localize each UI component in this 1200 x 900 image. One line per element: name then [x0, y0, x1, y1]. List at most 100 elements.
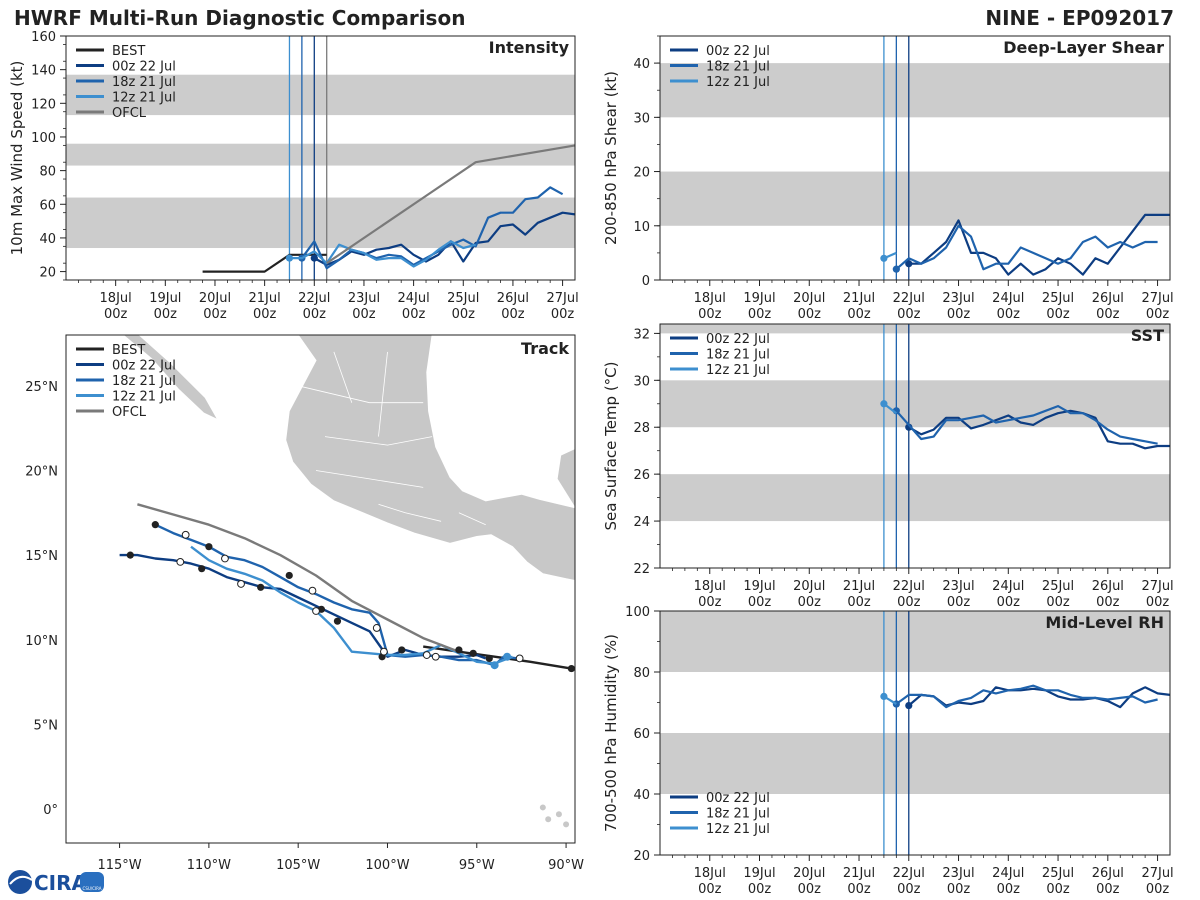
intensity-legend-label: 00z 22 Jul — [112, 60, 176, 75]
cira-logo: CIRA CSU/CIRA — [8, 870, 104, 895]
track-marker-open — [431, 652, 440, 661]
intensity-xtick-label: 19Jul — [149, 291, 181, 306]
intensity-ytick-label: 140 — [31, 64, 56, 79]
sst-xtick-label-sub: 00z — [1096, 595, 1120, 610]
figure-title: HWRF Multi-Run Diagnostic Comparison — [14, 6, 465, 30]
track-legend-label: BEST — [112, 343, 145, 358]
intensity-band — [66, 143, 575, 166]
rh-xtick-label: 25Jul — [1042, 866, 1074, 881]
sst-legend-label: 12z 21 Jul — [706, 363, 770, 378]
track-ytick-label: 0° — [43, 803, 58, 818]
rh-ylabel: 700-500 hPa Humidity (%) — [602, 634, 620, 832]
track-marker-filled — [469, 649, 477, 657]
track-island — [563, 821, 570, 828]
rh-init-point — [905, 701, 913, 710]
track-title: Track — [521, 339, 569, 358]
rh-xtick-label: 27Jul — [1141, 866, 1173, 881]
intensity-ytick-label: 20 — [39, 266, 56, 281]
logo-swirl-icon — [9, 875, 33, 885]
rh-xtick-label-sub: 00z — [1146, 882, 1170, 897]
shear-xtick-label-sub: 00z — [897, 307, 921, 322]
sst-background — [660, 324, 1170, 568]
rh-title: Mid-Level RH — [1045, 613, 1164, 632]
intensity-xtick-label: 20Jul — [199, 291, 231, 306]
intensity-xtick-label: 24Jul — [397, 291, 429, 306]
sst-init-point — [880, 400, 888, 408]
shear-xtick-label: 26Jul — [1092, 291, 1124, 306]
track-marker-filled — [567, 664, 576, 673]
rh-xtick-label-sub: 00z — [1096, 882, 1120, 897]
intensity-legend-label: 12z 21 Jul — [112, 91, 176, 106]
rh-xtick-label-sub: 00z — [798, 882, 822, 897]
intensity-frame — [65, 35, 576, 281]
sst-xtick-label-sub: 00z — [748, 595, 772, 610]
intensity-legend-label: OFCL — [112, 106, 147, 121]
shear-xtick-label: 27Jul — [1141, 291, 1173, 306]
rh-xtick-label-sub: 00z — [997, 882, 1021, 897]
intensity-xtick-label: 27Jul — [546, 291, 578, 306]
track-state-border — [333, 351, 353, 403]
rh-ytick-label: 100 — [625, 605, 650, 620]
track-marker-open — [221, 554, 229, 563]
intensity-band — [66, 74, 575, 116]
shear-xtick-label-sub: 00z — [997, 307, 1021, 322]
sst-xtick-label-sub: 00z — [698, 595, 722, 610]
intensity-ytick-label: 160 — [31, 30, 56, 45]
shear-ytick-label: 10 — [633, 220, 650, 235]
sst-xtick-label: 23Jul — [942, 579, 974, 594]
sst-xtick-label: 25Jul — [1042, 579, 1074, 594]
intensity-xtick-label-sub: 00z — [104, 307, 128, 322]
track-marker-filled — [285, 571, 293, 580]
shear-xtick-label-sub: 00z — [748, 307, 772, 322]
sst-xtick-label: 26Jul — [1092, 579, 1124, 594]
sst-xtick-label-sub: 00z — [847, 595, 871, 610]
intensity-xtick-label-sub: 00z — [551, 307, 575, 322]
shear-band — [660, 63, 1170, 118]
track-land — [66, 334, 576, 582]
shear-xtick-label: 25Jul — [1042, 291, 1074, 306]
sst-title: SST — [1131, 326, 1164, 345]
shear-ytick-label: 20 — [633, 166, 650, 181]
shear-xtick-label: 19Jul — [743, 291, 775, 306]
rh-band — [660, 733, 1170, 794]
intensity-ytick-label: 60 — [39, 198, 56, 213]
track-marker-open — [308, 586, 317, 595]
track-marker-filled — [205, 543, 213, 551]
shear-xtick-label-sub: 00z — [798, 307, 822, 322]
sst-ylabel: Sea Surface Temp (°C) — [602, 361, 620, 530]
sst-xtick-label-sub: 00z — [947, 595, 971, 610]
shear-legend-label: 18z 21 Jul — [706, 60, 770, 75]
intensity-xtick-label: 21Jul — [249, 291, 281, 306]
logo-subtext: CSU/CIRA — [83, 886, 102, 891]
sst-xtick-label-sub: 00z — [1046, 595, 1070, 610]
track-marker-open — [312, 607, 320, 615]
shear-xtick-label-sub: 00z — [1146, 307, 1170, 322]
shear-legend-label: 00z 22 Jul — [706, 44, 770, 59]
rh-legend-label: 18z 21 Jul — [706, 807, 770, 822]
rh-init-point — [880, 692, 888, 701]
intensity-band — [66, 197, 575, 249]
shear-ytick-label: 30 — [633, 111, 650, 126]
panel-shear: 01020304018Jul00z19Jul00z20Jul00z21Jul00… — [602, 35, 1174, 322]
intensity-ytick-label: 100 — [31, 131, 56, 146]
track-legend-label: 12z 21 Jul — [112, 390, 176, 405]
track-state-border — [378, 351, 388, 437]
track-marker-open — [176, 558, 185, 566]
panel-track: 115°W 110°W 105°W 100°W 95°W 90°W 0° 5°N 10°N 15°… — [25, 334, 584, 873]
track-legend-label: 00z 22 Jul — [112, 359, 176, 374]
shear-xtick-label-sub: 00z — [1096, 307, 1120, 322]
track-marker-filled — [151, 521, 159, 529]
track-island — [545, 816, 552, 823]
logo-text: CIRA — [34, 871, 88, 895]
rh-xtick-label-sub: 00z — [897, 882, 921, 897]
track-xtick-label: 90°W — [548, 858, 584, 873]
shear-xtick-label: 22Jul — [893, 291, 925, 306]
rh-xtick-label: 23Jul — [942, 866, 974, 881]
rh-xtick-label-sub: 00z — [847, 882, 871, 897]
sst-xtick-label-sub: 00z — [1146, 595, 1170, 610]
track-marker-filled — [126, 551, 134, 559]
shear-xtick-label: 20Jul — [793, 291, 825, 306]
track-series-ofcl — [137, 503, 460, 653]
sst-ytick-label: 22 — [633, 562, 650, 577]
track-marker-open — [372, 624, 381, 632]
